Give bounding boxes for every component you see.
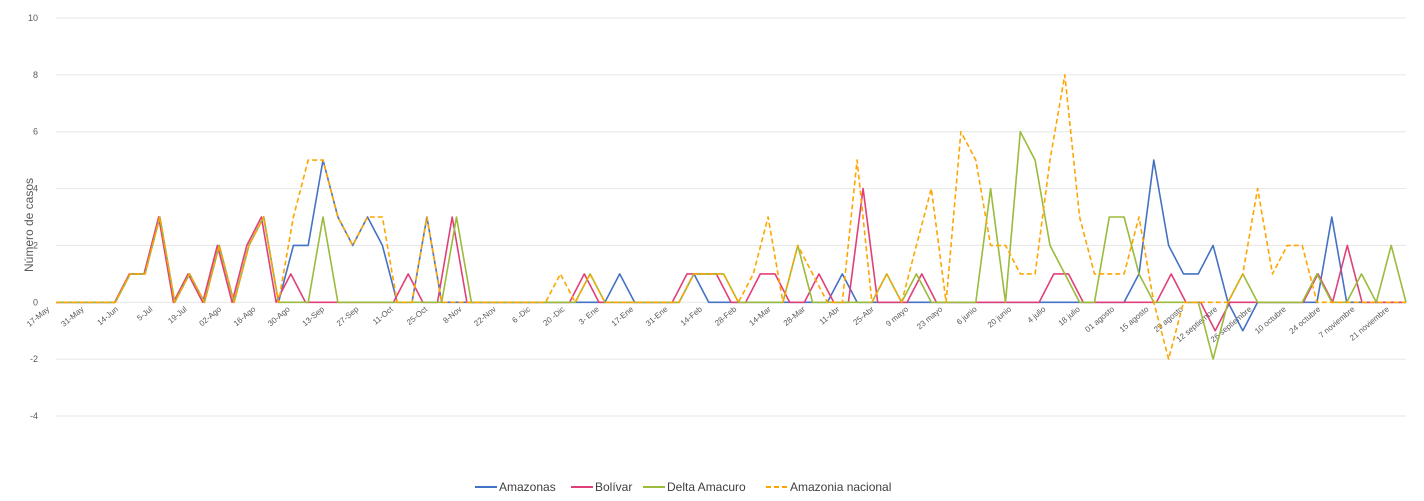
y-tick-label: 10 (28, 13, 38, 23)
legend-label: Delta Amacuro (667, 480, 746, 494)
x-tick-label: 17-Ene (610, 304, 636, 328)
series-line-delta-amacuro (56, 130, 1407, 360)
y-axis-label: Número de casos (22, 178, 36, 272)
x-tick-label: 28-Mar (782, 304, 807, 327)
x-tick-label: 3- Ene (577, 304, 601, 326)
y-tick-label: 6 (33, 127, 38, 137)
series-line-amazonia-nacional (56, 74, 1406, 360)
gridlines (56, 17, 1406, 417)
x-tick-label: 31-May (59, 305, 85, 329)
legend: Amazonas Bolívar Delta Amacuro Amazonia nac… (475, 480, 891, 494)
x-tick-label: 25-Oct (405, 304, 430, 327)
x-tick-label: 20 -Dic (541, 305, 566, 328)
legend-label: Amazonia nacional (790, 480, 891, 494)
x-tick-label: 4 julio (1026, 304, 1048, 325)
y-tick-label: 0 (33, 297, 38, 307)
x-axis-ticks: 17-May 31-May 14-Jun 5-Jul 19-Jul 02-Ago 16-Ag… (25, 304, 1391, 344)
x-tick-label: 25-Abr (852, 304, 876, 327)
x-tick-label: 18 julio (1057, 304, 1083, 328)
x-tick-label: 8-Nov (441, 305, 463, 326)
series-lines (56, 74, 1407, 360)
y-axis-ticks: 10 8 6 4 2 0 -2 -4 (28, 13, 38, 421)
x-tick-label: 28-Feb (713, 304, 739, 328)
y-tick-label: 8 (33, 70, 38, 80)
x-tick-label: 31-Ene (644, 304, 670, 328)
x-tick-label: 29 agosto (1152, 304, 1185, 334)
legend-label: Bolívar (595, 480, 632, 494)
x-tick-label: 27-Sep (335, 304, 361, 328)
x-tick-label: 14-Jun (95, 305, 120, 328)
x-tick-label: 13-Sep (301, 304, 327, 328)
x-tick-label: 6 junio (955, 304, 979, 326)
x-tick-label: 17-May (25, 305, 51, 329)
x-tick-label: 19-Jul (166, 304, 189, 325)
y-tick-label: 4 (33, 184, 38, 194)
y-tick-label: -2 (30, 354, 38, 364)
x-tick-label: 24 octubre (1287, 304, 1322, 336)
x-tick-label: 11-Oct (371, 304, 395, 326)
y-tick-label: 2 (33, 240, 38, 250)
x-tick-label: 23 mayo (915, 304, 945, 331)
x-tick-label: 30-Ago (266, 304, 292, 328)
x-tick-label: 6 -Dic (510, 305, 532, 325)
x-tick-label: 14-Feb (679, 304, 705, 328)
x-tick-label: 16-Ago (232, 304, 258, 328)
x-tick-label: 10 octubre (1253, 304, 1288, 336)
x-tick-label: 5-Jul (135, 304, 154, 322)
legend-label: Amazonas (499, 480, 556, 494)
y-tick-label: -4 (30, 411, 38, 421)
x-tick-label: 01 agosto (1083, 304, 1116, 334)
series-line-bol-var (56, 187, 1406, 332)
x-tick-label: 9 mayo (884, 304, 910, 328)
x-tick-label: 02-Ago (197, 304, 223, 328)
x-tick-label: 22-Nov (472, 305, 498, 328)
x-tick-label: 15 agosto (1118, 304, 1151, 334)
x-tick-label: 20 junio (986, 304, 1014, 329)
x-tick-label: 14-Mar (747, 304, 772, 327)
x-tick-label: 11-Abr (818, 304, 842, 326)
